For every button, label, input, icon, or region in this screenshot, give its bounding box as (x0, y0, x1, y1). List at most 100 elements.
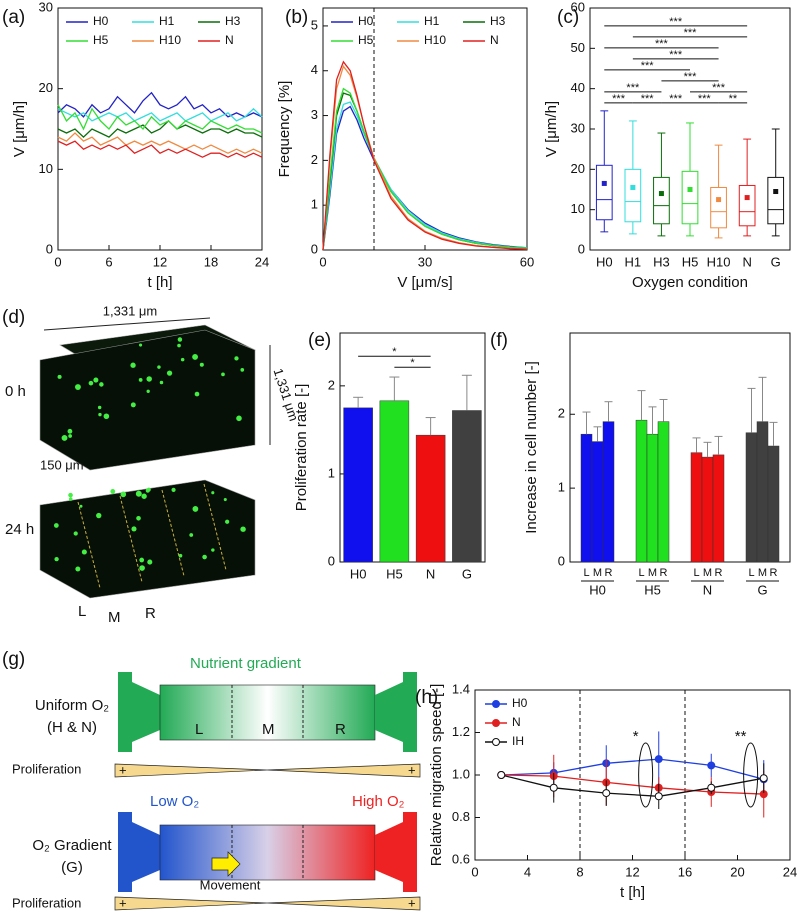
region-label: R (335, 721, 346, 738)
cell (146, 389, 150, 393)
cell (79, 504, 83, 508)
significance-label: *** (712, 82, 726, 94)
x-tick-label: H0 (350, 566, 367, 581)
y-tick-label: 1 (328, 465, 335, 480)
y-tick-label: 0.6 (452, 851, 470, 866)
marker (497, 771, 506, 779)
legend-label: H3 (490, 14, 506, 28)
movement: Movement (200, 877, 261, 892)
y-tick-label: 3 (311, 107, 318, 122)
series-line (57, 132, 263, 154)
x-tick-label: H10 (707, 254, 731, 269)
x-axis-label: V [μm/s] (397, 274, 452, 291)
cell (178, 553, 183, 558)
panel-label: (d) (2, 307, 25, 328)
inlet (132, 822, 160, 882)
region-label: M (262, 721, 275, 738)
diagram-g: (g) Nutrient gradient L M R Uniform O₂ (… (2, 649, 421, 911)
low-label: Low O₂ (150, 793, 199, 810)
condition: (G) (61, 859, 83, 876)
legend-label: H0 (358, 14, 374, 28)
wedge (114, 896, 268, 911)
cell (103, 413, 110, 420)
x-tick-label: 20 (730, 864, 744, 879)
cell (236, 415, 242, 422)
y-tick-label: 1 (311, 197, 318, 212)
plus: + (119, 895, 127, 910)
x-tick-label: G (462, 566, 472, 581)
cell (67, 428, 73, 434)
cell (171, 487, 176, 492)
significance-label: ** (729, 93, 738, 105)
y-tick-label: 0 (578, 241, 585, 256)
significance-label: * (392, 346, 397, 358)
legend-label: H10 (424, 33, 446, 47)
x-tick-label: 12 (153, 254, 167, 269)
cell (240, 526, 246, 532)
group-label: N (703, 582, 712, 597)
image-d: (d) 1,331 μm 1,331 μm 150 μm 0 h 24 h L … (2, 303, 302, 626)
cell (199, 362, 204, 367)
mean (773, 189, 779, 195)
mean (744, 195, 750, 201)
legend-marker (492, 738, 500, 746)
region-label: L (78, 603, 86, 620)
inlet (375, 682, 403, 742)
legend-label: H1 (424, 14, 440, 28)
cell (53, 523, 59, 528)
x-tick-label: H5 (386, 566, 403, 581)
y-tick-label: 30 (39, 0, 53, 14)
marker (707, 783, 716, 792)
box (653, 176, 670, 225)
cell (159, 380, 164, 385)
y-tick-label: 0.8 (452, 809, 470, 824)
cell (75, 566, 81, 572)
reservoir (403, 812, 417, 892)
box (767, 176, 785, 225)
series-line (501, 774, 764, 797)
cell (120, 491, 127, 498)
bar (602, 421, 615, 563)
cell (93, 377, 99, 383)
series-line (322, 60, 528, 251)
significance-label: *** (684, 27, 698, 39)
y-tick-label: 20 (571, 161, 585, 176)
group-label: H0 (589, 582, 606, 597)
sub-label: R (715, 567, 723, 579)
y-tick-label: 50 (571, 40, 585, 55)
condition: O₂ Gradient (32, 837, 112, 854)
sub-label: M (703, 567, 712, 579)
cell (141, 493, 147, 499)
marker (707, 761, 716, 770)
significance-label: *** (641, 60, 655, 72)
y-tick-label: 10 (39, 161, 53, 176)
mean (630, 184, 636, 190)
bar (591, 441, 604, 563)
channel (159, 684, 376, 741)
box (738, 184, 756, 227)
bar (701, 456, 714, 563)
series-line (57, 91, 263, 118)
cell (139, 557, 145, 563)
x-tick-label: H1 (625, 254, 642, 269)
sub-label: R (770, 567, 778, 579)
series-line (322, 87, 528, 251)
sub-label: R (605, 567, 613, 579)
mean (716, 197, 722, 203)
x-tick-label: 0 (319, 254, 326, 269)
legend-label: N (512, 715, 521, 729)
cell (131, 526, 137, 532)
x-tick-label: G (771, 254, 781, 269)
wedge (114, 763, 268, 778)
cell (211, 548, 215, 552)
cell (98, 412, 102, 417)
y-axis-label: V [μm/h] (543, 101, 560, 157)
x-tick-label: 30 (418, 254, 432, 269)
cell (177, 337, 183, 342)
series-line (501, 774, 764, 795)
cell (96, 512, 102, 519)
series-line (57, 107, 263, 122)
axes-frame (569, 332, 791, 563)
cell (130, 402, 136, 408)
region-label: L (195, 721, 203, 738)
